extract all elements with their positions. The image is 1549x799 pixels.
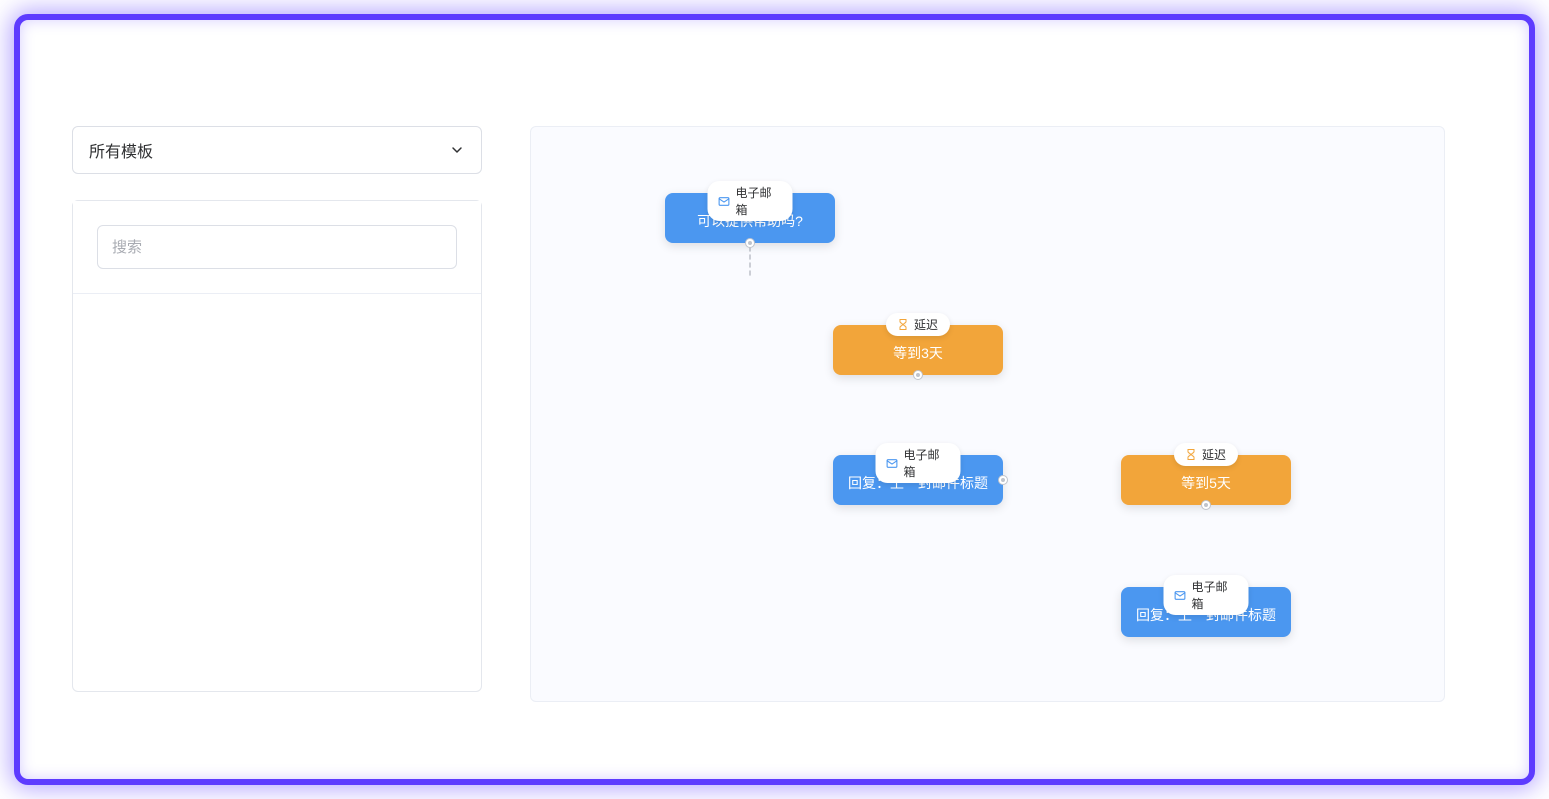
flow-node-n4[interactable]: 延迟等到5天 [1121,455,1291,505]
content-area: 所有模板 电子邮箱可以提供帮助吗?延迟等到3天电子邮箱回复：上一封邮件标题延迟等… [20,20,1529,779]
email-badge: 电子邮箱 [708,181,793,221]
delay-badge: 延迟 [886,313,950,336]
left-column: 所有模板 [72,126,482,692]
flow-node-n2[interactable]: 延迟等到3天 [833,325,1003,375]
node-label: 等到3天 [893,337,943,363]
email-badge: 电子邮箱 [876,443,961,483]
connection-port [746,239,754,247]
mail-icon [718,195,731,208]
mail-icon [1174,589,1187,602]
badge-label: 电子邮箱 [736,184,781,218]
node-label: 等到5天 [1181,467,1231,493]
template-dropdown-label: 所有模板 [89,138,153,162]
connection-port [999,476,1007,484]
mail-icon [886,457,899,470]
flow-node-n5[interactable]: 电子邮箱回复：上一封邮件标题 [1121,587,1291,637]
search-input[interactable] [97,225,457,269]
chevron-down-icon [449,142,465,158]
flow-canvas[interactable]: 电子邮箱可以提供帮助吗?延迟等到3天电子邮箱回复：上一封邮件标题延迟等到5天电子… [530,126,1445,702]
badge-label: 延迟 [914,316,938,333]
flow-node-n3[interactable]: 电子邮箱回复：上一封邮件标题 [833,455,1003,505]
delay-badge: 延迟 [1174,443,1238,466]
hourglass-icon [896,318,909,331]
template-dropdown[interactable]: 所有模板 [72,126,482,174]
hourglass-icon [1184,448,1197,461]
badge-label: 电子邮箱 [904,446,949,480]
badge-label: 延迟 [1202,446,1226,463]
connection-port [914,371,922,379]
search-wrap [73,201,481,294]
templates-list-empty [73,294,481,691]
email-badge: 电子邮箱 [1164,575,1249,615]
connection-port [1202,501,1210,509]
badge-label: 电子邮箱 [1192,578,1237,612]
app-frame: 所有模板 电子邮箱可以提供帮助吗?延迟等到3天电子邮箱回复：上一封邮件标题延迟等… [14,14,1535,785]
templates-panel [72,200,482,692]
flow-node-n1[interactable]: 电子邮箱可以提供帮助吗? [665,193,835,243]
